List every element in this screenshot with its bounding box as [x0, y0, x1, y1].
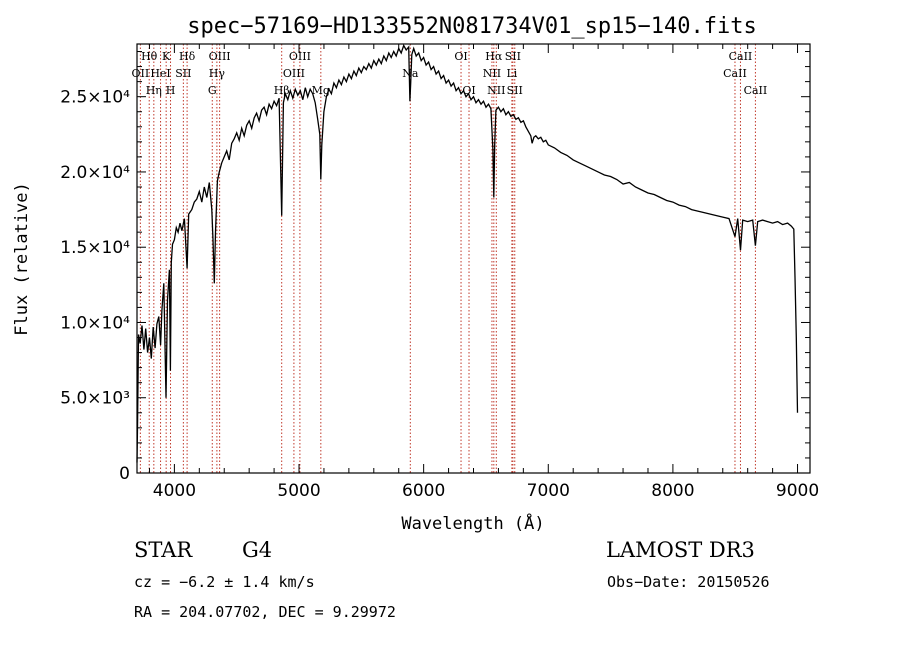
line-markers [139, 44, 756, 473]
line-marker-label: OII [132, 67, 150, 80]
object-class: STAR [134, 538, 193, 562]
line-marker-label: CaII [744, 84, 768, 97]
axes: 4000 5000 6000 7000 8000 9000 0 5.0×10³ 1.0×10⁴ 1… [60, 44, 819, 501]
line-marker-label: H [166, 84, 176, 97]
line-marker-label: SII [505, 50, 521, 63]
x-tick-label: 4000 [153, 481, 196, 501]
x-tick-label: 5000 [277, 481, 320, 501]
y-tick-label: 1.5×10⁴ [60, 238, 130, 258]
y-tick-label: 1.0×10⁴ [60, 313, 130, 333]
x-tick-label: 6000 [402, 481, 445, 501]
y-tick-label: 2.0×10⁴ [60, 163, 130, 183]
line-marker-label: OIII [209, 50, 231, 63]
line-marker-label: NII [483, 67, 501, 80]
plot-frame [136, 43, 811, 474]
flux-series-line [136, 43, 799, 463]
obs-date-text: Obs−Date: 20150526 [607, 573, 770, 591]
x-tick-label: 7000 [527, 481, 570, 501]
line-marker-label: Mg [312, 84, 330, 97]
object-subclass: G4 [242, 538, 273, 562]
line-marker-labels: OIIHθHηHeIKHSIIHδGHγOIIIHβOIIIOIIIMgNaOI… [132, 50, 768, 97]
line-marker-label: CaII [723, 67, 747, 80]
chart-title: spec−57169−HD133552N081734V01_sp15−140.f… [187, 14, 757, 39]
line-marker-label: OIII [289, 50, 311, 63]
line-marker-label: Hα [485, 50, 503, 63]
line-marker-label: OIII [283, 67, 305, 80]
x-axis-label: Wavelength (Å) [401, 512, 544, 534]
line-marker-label: Hδ [179, 50, 196, 63]
y-tick-label: 5.0×10³ [60, 389, 130, 409]
line-marker-label: Hθ [141, 50, 158, 63]
x-tick-label: 9000 [776, 481, 819, 501]
line-marker-label: OI [454, 50, 467, 63]
line-marker-label: SII [175, 67, 191, 80]
survey-label: LAMOST DR3 [606, 538, 755, 562]
line-marker-label: Hη [146, 84, 162, 97]
line-marker-label: SII [507, 84, 523, 97]
line-marker-label: K [162, 50, 171, 63]
y-tick-label: 2.5×10⁴ [60, 88, 130, 108]
line-marker-label: HeI [150, 67, 170, 80]
line-marker-label: Hβ [274, 84, 290, 97]
x-tick-label: 8000 [651, 481, 694, 501]
redshift-text: cz = −6.2 ± 1.4 km/s [134, 573, 315, 591]
line-marker-label: OI [462, 84, 475, 97]
y-axis-label: Flux (relative) [12, 182, 32, 336]
line-marker-label: NII [487, 84, 505, 97]
coordinates-text: RA = 204.07702, DEC = 9.29972 [134, 603, 396, 621]
line-marker-label: Li [506, 67, 517, 80]
line-marker-label: G [208, 84, 217, 97]
line-marker-label: CaII [729, 50, 753, 63]
y-tick-label: 0 [119, 464, 130, 484]
line-marker-label: Hγ [209, 67, 226, 80]
